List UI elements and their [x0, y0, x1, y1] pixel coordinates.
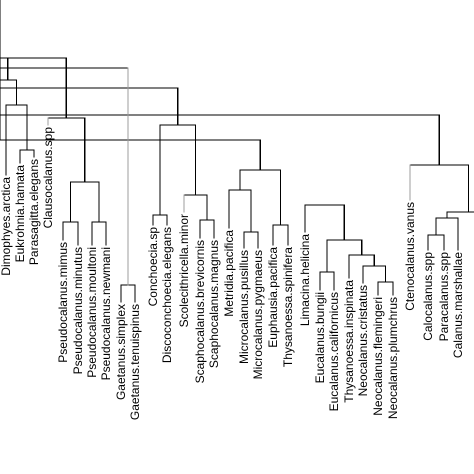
leaf-label: Conchoecia.sp: [146, 227, 160, 307]
leaf-label: Neocalanus.flemingeri: [371, 297, 385, 416]
leaf-label: Parasagitta.elegans: [27, 159, 41, 265]
leaf-label: Calocalanus.spp: [421, 252, 435, 341]
leaf-label: Dimophyes.arctica: [0, 177, 13, 276]
leaf-label: Neocalanus.plumchrus: [386, 297, 400, 419]
leaf-label: Pseudocalanus.minutus: [71, 247, 85, 374]
leaf-label: Thysanoessa.spinifera: [281, 247, 295, 367]
leaf-label: Microcalanus.pygmaeus: [251, 250, 265, 379]
leaf-label: Eucalanus.californicus: [327, 292, 341, 411]
leaf-label: Microcalanus.pusillus: [237, 250, 251, 364]
leaf-label: Eucalanus.bungii: [313, 292, 327, 383]
leaf-label: Thysanoessa.inspinata: [342, 280, 356, 403]
leaf-label: Pseudocalanus.newmani: [99, 247, 113, 380]
leaf-label: Gaetanus.tenuispinus: [128, 304, 142, 420]
leaf-label: Gaetanus.simplex: [114, 304, 128, 400]
leaf-label: Scolecithricella.minor: [177, 214, 191, 327]
leaf-label: Eukrohnia.hamata: [13, 165, 27, 263]
leaf-label: Scaphocalanus.magnus: [207, 240, 221, 368]
leaf-label: Neocalanus.cristatus: [356, 285, 370, 396]
leaf-label: Pseudocalanus.moultoni: [85, 247, 99, 378]
leaf-label: Metridia.pacifica: [222, 230, 236, 317]
leaf-label: Limacina.helicina: [298, 234, 312, 326]
leaf-label: Pseudocalanus.mimus: [56, 242, 70, 363]
leaf-labels: Dimophyes.arctica Eukrohnia.hamata Parasag…: [0, 127, 465, 420]
leaf-label: Calanus.marshallae: [451, 252, 465, 358]
leaf-label: Scaphocalanus.brevicornis: [193, 240, 207, 383]
leaf-label: Ctenocalanus.vanus: [403, 202, 417, 311]
leaf-label: Euphausia.pacifica: [266, 247, 280, 348]
dendrogram-branches: [0, 0, 474, 303]
leaf-label: Paracalanus.spp: [437, 252, 451, 342]
leaf-label: Discoconchoecia.elegans: [160, 227, 174, 363]
leaf-label: Clausocalanus.spp: [41, 127, 55, 229]
